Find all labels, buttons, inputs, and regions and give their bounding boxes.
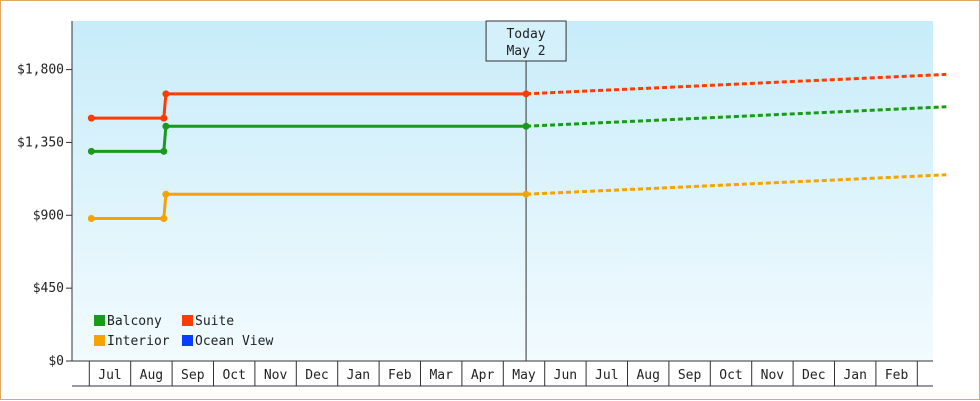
today-box bbox=[485, 20, 567, 62]
balcony-history-line bbox=[91, 124, 527, 153]
x-tick-label: Dec bbox=[802, 368, 825, 383]
legend-label-interior: Interior bbox=[107, 334, 170, 349]
legend-label-balcony: Balcony bbox=[107, 314, 162, 329]
today-marker: Today May 2 bbox=[485, 20, 567, 361]
today-date-label: May 2 bbox=[506, 44, 545, 59]
x-tick-label: Jan bbox=[347, 368, 370, 383]
x-tick-label: Oct bbox=[719, 368, 742, 383]
legend-swatch-balcony bbox=[94, 315, 105, 326]
x-tick-label: Jan bbox=[843, 368, 866, 383]
x-tick-label: Apr bbox=[471, 368, 495, 383]
legend-label-ocean-view: Ocean View bbox=[195, 334, 273, 349]
legend-label-suite: Suite bbox=[195, 314, 234, 329]
x-tick-label: May bbox=[512, 368, 536, 383]
suite-forecast-line bbox=[526, 72, 947, 96]
legend-swatch-ocean-view bbox=[182, 335, 193, 346]
x-tick-label: Aug bbox=[140, 368, 163, 383]
interior-point bbox=[162, 190, 170, 198]
legend-swatch-interior bbox=[94, 335, 105, 346]
balcony-point bbox=[160, 147, 168, 155]
x-axis: Jul Aug Sep Oct Nov Dec Jan Feb Mar Apr May Jun Jul A… bbox=[72, 360, 933, 387]
x-tick-label: Sep bbox=[181, 368, 205, 383]
y-tick-label: $450 bbox=[33, 281, 64, 296]
x-tick-label: Nov bbox=[264, 368, 288, 383]
interior-point bbox=[160, 215, 168, 223]
interior-history-line bbox=[91, 192, 527, 221]
legend-swatch-suite bbox=[182, 315, 193, 326]
series-lines bbox=[87, 72, 947, 223]
balcony-point bbox=[87, 147, 95, 155]
y-tick-label: $1,800 bbox=[17, 63, 64, 78]
interior-forecast-line bbox=[526, 173, 947, 196]
today-label: Today bbox=[506, 27, 545, 42]
x-tick-label: Sep bbox=[678, 368, 702, 383]
interior-point bbox=[87, 215, 95, 223]
suite-point bbox=[87, 114, 95, 122]
suite-history-line bbox=[91, 92, 527, 120]
suite-point bbox=[160, 114, 168, 122]
plot-area bbox=[72, 21, 933, 361]
x-tick-label: Aug bbox=[636, 368, 659, 383]
x-tick-label: Feb bbox=[885, 368, 909, 383]
suite-point bbox=[162, 90, 170, 98]
x-tick-label: Feb bbox=[388, 368, 412, 383]
x-tick-label: Dec bbox=[305, 368, 328, 383]
balcony-forecast-line bbox=[526, 105, 947, 128]
balcony-point bbox=[162, 122, 170, 130]
y-tick-label: $1,350 bbox=[17, 135, 64, 150]
y-axis: $0 $450 $900 $1,350 $1,800 bbox=[17, 21, 73, 369]
x-tick-label: Jun bbox=[554, 368, 577, 383]
x-tick-label: Nov bbox=[761, 368, 785, 383]
y-tick-label: $0 bbox=[48, 354, 64, 369]
x-tick-label: Jul bbox=[595, 368, 618, 383]
legend: Balcony Suite Interior Ocean View bbox=[94, 314, 273, 349]
x-tick-label: Jul bbox=[98, 368, 121, 383]
x-tick-label: Oct bbox=[222, 368, 245, 383]
x-tick-label: Mar bbox=[429, 368, 453, 383]
y-tick-label: $900 bbox=[33, 208, 64, 223]
